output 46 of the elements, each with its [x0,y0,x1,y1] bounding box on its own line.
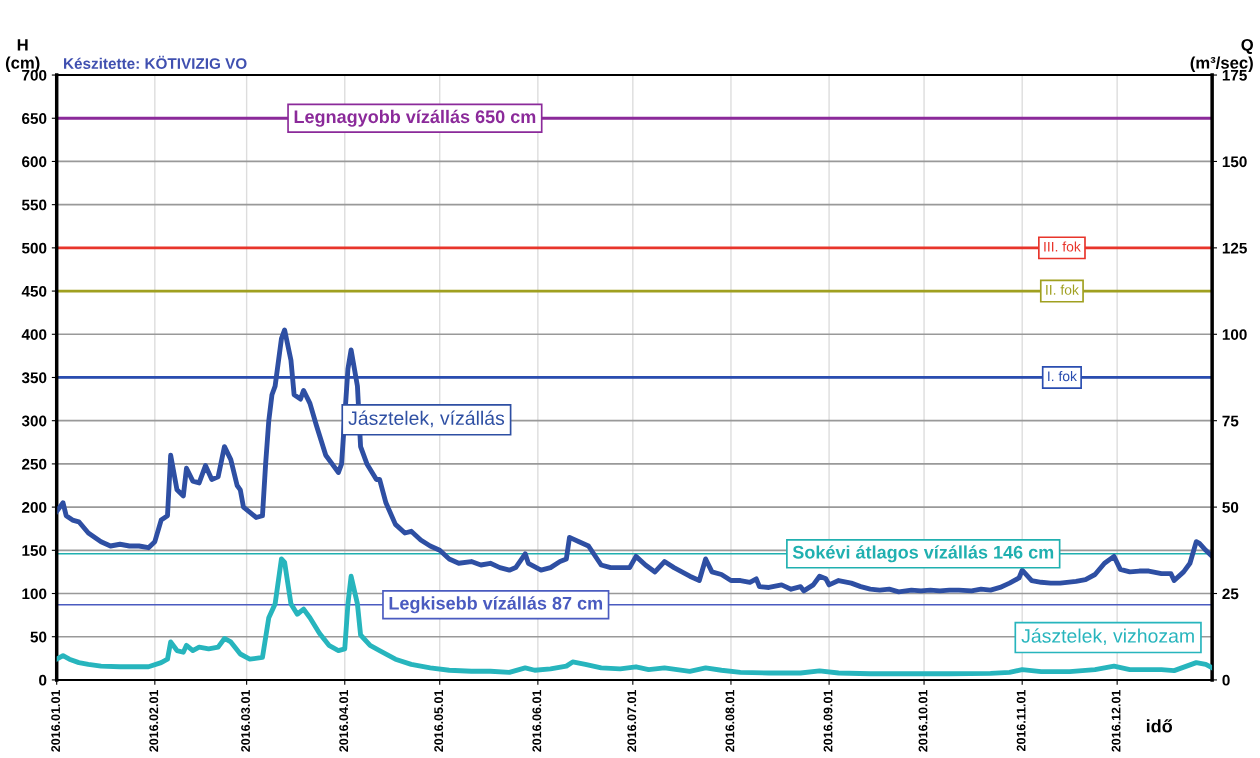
x-tick-label: 2016.03.01 [241,689,251,752]
y-tick-label: 600 [22,156,47,168]
y2-tick-label: 0 [1222,674,1230,686]
x-tick-label: 2016.12.01 [1111,689,1121,752]
y-tick-label: 250 [22,458,47,470]
x-tick-label: 2016.08.01 [725,689,735,752]
y-tick-label: 100 [22,588,47,600]
series-label: Jásztelek, vízállás [348,410,505,428]
y-tick-label: 300 [21,415,47,427]
text: Készitette: KÖTIVIZIG VO [64,55,247,69]
x-tick-label: 2016.10.01 [918,689,928,752]
y2-tick-label: 150 [1222,156,1247,168]
ref-line-label: II. fok [1046,284,1079,295]
y-tick-label: 500 [21,242,47,254]
ref-line-label: III. fok [1044,241,1081,252]
x-tick-label: 2016.01.01 [51,689,61,752]
y-tick-label: 400 [21,329,47,340]
x-tick-label: 2016.11.01 [1016,689,1026,752]
x-tick-label: 2016.07.01 [627,689,637,752]
y2-tick-label: 100 [1222,329,1247,340]
ref-line-label: I. fok [1048,371,1077,382]
y2-axis-title: Q (m³/sec) [1190,38,1253,73]
x-tick-label: 2016.04.01 [339,689,349,752]
y-tick-label: 200 [22,501,47,513]
ref-line-label: Legnagyobb vízállás 650 cm [294,109,536,127]
y2-tick-label: 50 [1222,501,1239,513]
x-axis-title: idő [1146,719,1173,733]
y2-tick-label: 75 [1222,415,1239,427]
y-tick-label: 450 [21,285,47,297]
y2-tick-label: 175 [1222,70,1247,81]
x-tick-label: 2016.02.01 [149,689,159,752]
y-tick-label: 50 [30,631,47,643]
y-tick-label: 350 [21,372,47,384]
y-tick-label: 550 [21,199,47,211]
line-series [56,327,1213,595]
y-tick-label: 0 [39,674,47,686]
ref-line-label: Sokévi átlagos vízállás 146 cm [792,545,1054,563]
ref-line-label: Legkisebb vízállás 87 cm [389,596,603,614]
y-tick-label: 650 [22,113,47,124]
y2-tick-label: 25 [1222,588,1239,600]
x-tick-label: 2016.09.01 [823,689,833,752]
y2-tick-label: 125 [1222,242,1247,254]
y-tick-label: 150 [22,545,47,556]
x-tick-label: 2016.05.01 [434,689,444,752]
x-tick-label: 2016.06.01 [532,689,542,752]
series-label: Jásztelek, vizhozam [1021,628,1194,646]
